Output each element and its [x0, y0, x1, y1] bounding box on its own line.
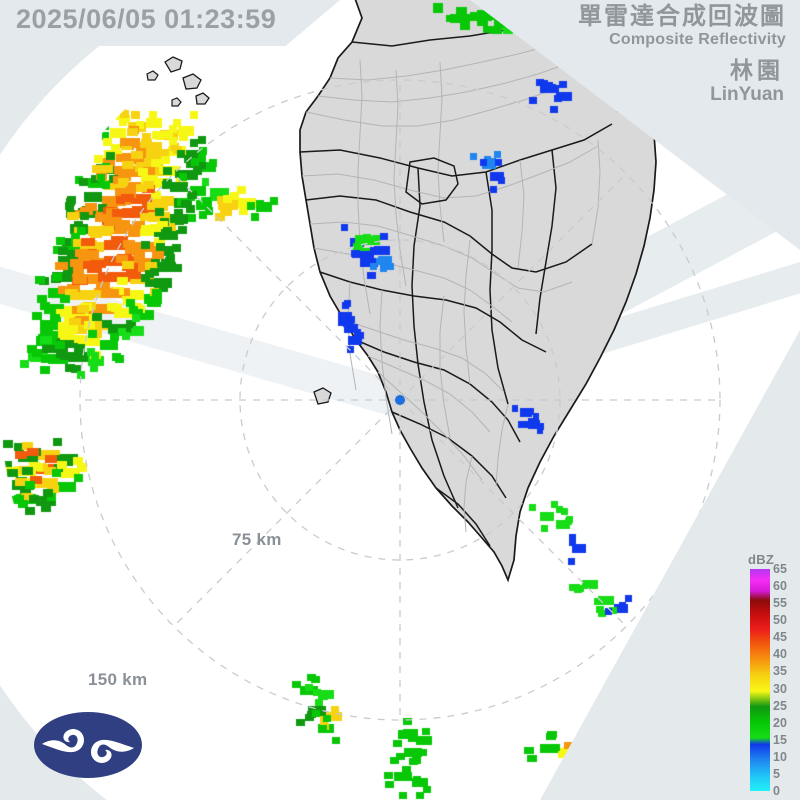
colorbar-tick-60: 60	[773, 580, 787, 593]
station-name-en: LinYuan	[710, 84, 784, 106]
cwa-logo	[32, 708, 144, 782]
colorbar-tick-5: 5	[773, 768, 780, 781]
colorbar-tick-25: 25	[773, 700, 787, 713]
colorbar-tick-55: 55	[773, 597, 787, 610]
colorbar-tick-65: 65	[773, 563, 787, 576]
radar-display: 75 km 150 km 2025/06/05 01:23:59 單雷達合成回波…	[0, 0, 800, 800]
colorbar-tick-20: 20	[773, 717, 787, 730]
station-name-zh: 林園	[710, 58, 784, 84]
product-title-en: Composite Reflectivity	[578, 30, 786, 49]
product-title-zh: 單雷達合成回波圖	[578, 4, 786, 30]
colorbar-unit-label: dBZ	[748, 552, 774, 567]
colorbar-tick-0: 0	[773, 785, 780, 798]
colorbar-tick-30: 30	[773, 683, 787, 696]
station-block: 林園 LinYuan	[710, 58, 784, 106]
colorbar-tick-40: 40	[773, 648, 787, 661]
range-ring-label-75km: 75 km	[232, 530, 282, 550]
dbz-colorbar: dBZ 65 60 55 50 45 40 35 30 25 20 15 10 5 0	[742, 552, 798, 796]
timestamp-label: 2025/06/05 01:23:59	[16, 4, 276, 35]
colorbar-tick-45: 45	[773, 631, 787, 644]
range-ring-label-150km: 150 km	[88, 670, 147, 690]
colorbar-tick-10: 10	[773, 751, 787, 764]
colorbar-gradient	[750, 569, 770, 791]
colorbar-tick-35: 35	[773, 665, 787, 678]
title-block: 單雷達合成回波圖 Composite Reflectivity	[578, 4, 786, 49]
colorbar-tick-50: 50	[773, 614, 787, 627]
colorbar-tick-15: 15	[773, 734, 787, 747]
